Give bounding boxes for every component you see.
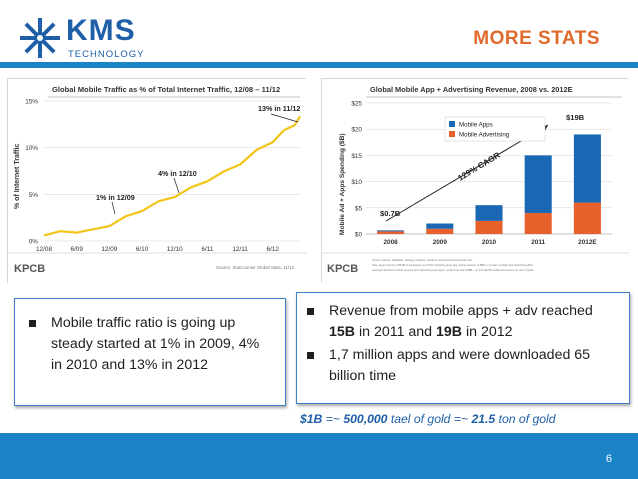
right-x-tick-label: 2009	[433, 239, 448, 246]
right-chart-source-1: Source: Gartner, eMarketer, Strategy Ana…	[372, 258, 473, 262]
bar-apps-2010	[475, 205, 503, 221]
logo-sub-text: TECHNOLOGY	[68, 49, 145, 60]
bar-apps-2012E	[573, 134, 601, 203]
right-y-tick-label: $20	[351, 127, 362, 134]
revenue-2012-value: 19B	[436, 324, 463, 340]
annotation-4-percent: 4% in 12/10	[158, 169, 197, 178]
apps-bullet-text: 1,7 million apps and were downloaded 65 …	[329, 347, 591, 384]
revenue-bullet-post: in 2012	[462, 324, 513, 340]
traffic-bullet-text: Mobile traffic ratio is going up steady …	[51, 315, 260, 373]
bar-advertising-2008	[377, 231, 405, 234]
left-x-tick-label: 6/10	[136, 246, 149, 253]
left-kpcb-brand: KPCB	[14, 263, 45, 275]
mobile-traffic-chart-svg: Global Mobile Traffic as % of Total Inte…	[8, 79, 307, 284]
left-y-tick-label: 5%	[29, 192, 39, 199]
left-x-tick-label: 12/10	[167, 246, 183, 253]
app-ad-revenue-chart: Global Mobile App + Advertising Revenue,…	[321, 78, 629, 284]
bar-advertising-2012E	[573, 202, 601, 234]
logo-brand-text: KMS	[66, 14, 136, 47]
gold-note-tael: 500,000	[343, 412, 388, 426]
gold-note-sep2: tael of gold =~	[387, 412, 472, 426]
left-x-tick-label: 12/09	[101, 246, 117, 253]
right-kpcb-brand: KPCB	[327, 263, 358, 275]
last-bar-label: $19B	[566, 113, 585, 122]
legend-label-apps: Mobile Apps	[459, 122, 493, 129]
right-y-tick-label: $10	[351, 179, 362, 186]
annotation-13-percent: 13% in 11/12	[258, 104, 300, 113]
right-y-tick-label: $15	[351, 153, 362, 160]
left-chart-ylabel: % of Internet Traffic	[14, 144, 21, 209]
traffic-summary-box: Mobile traffic ratio is going up steady …	[14, 298, 286, 406]
bar-apps-2009	[426, 223, 454, 229]
revenue-bullet: Revenue from mobile apps + adv reached 1…	[305, 301, 621, 343]
revenue-2011-value: 15B	[329, 324, 356, 340]
footer-bar: 6	[0, 433, 638, 479]
bar-apps-2008	[377, 230, 405, 232]
revenue-summary-box: Revenue from mobile apps + adv reached 1…	[296, 292, 630, 404]
right-chart-title: Global Mobile App + Advertising Revenue,…	[370, 85, 573, 94]
traffic-series-line	[43, 115, 301, 237]
left-chart-title: Global Mobile Traffic as % of Total Inte…	[52, 85, 280, 94]
right-x-tick-label: 2012E	[578, 239, 597, 246]
bar-advertising-2009	[426, 228, 454, 234]
left-chart-x-ticks: 12/08 6/09 12/09 6/10 12/10 6/11 12/11 6/12	[36, 246, 279, 253]
bullet-square-icon	[29, 320, 36, 327]
app-ad-revenue-chart-svg: Global Mobile App + Advertising Revenue,…	[322, 79, 629, 284]
right-y-tick-label: $5	[355, 205, 363, 212]
title-divider	[0, 62, 638, 68]
gold-note-sep1: =~	[322, 412, 344, 426]
left-y-tick-label: 15%	[25, 99, 38, 106]
bullet-square-icon	[307, 308, 314, 315]
right-x-tick-label: 2008	[383, 239, 398, 246]
mobile-traffic-chart: Global Mobile Traffic as % of Total Inte…	[7, 78, 307, 284]
left-x-tick-label: 6/09	[70, 246, 83, 253]
page-number: 6	[605, 453, 612, 465]
left-y-tick-label: 0%	[29, 239, 39, 246]
bar-advertising-2011	[524, 213, 552, 234]
revenue-bullet-pre: Revenue from mobile apps + adv reached	[329, 303, 593, 319]
annotation-1-percent: 1% in 12/09	[96, 193, 135, 202]
gold-note-tail: ton of gold	[495, 412, 556, 426]
legend-swatch-advertising	[449, 131, 455, 137]
right-chart-x-ticks: 2008 2009 2010 2011 2012E	[383, 239, 597, 246]
bar-apps-2011	[524, 155, 552, 214]
left-chart-grid	[44, 100, 300, 242]
left-x-tick-label: 12/11	[232, 246, 248, 253]
left-y-tick-label: 10%	[25, 145, 38, 152]
gold-conversion-note: $1B =~ 500,000 tael of gold =~ 21.5 ton …	[300, 412, 556, 426]
slide-title: MORE STATS	[473, 28, 600, 49]
apps-bullet: 1,7 million apps and were downloaded 65 …	[305, 345, 621, 387]
right-y-tick-label: $25	[351, 101, 362, 108]
left-x-tick-label: 6/11	[201, 246, 213, 253]
right-chart-y-ticks: $0 $5 $10 $15 $20 $25	[351, 101, 362, 239]
right-chart-bars	[377, 134, 601, 234]
right-x-tick-label: 2011	[531, 239, 545, 246]
legend-label-advertising: Mobile Advertising	[459, 132, 510, 139]
first-bar-label: $0.7B	[380, 209, 401, 218]
right-x-tick-label: 2010	[482, 239, 497, 246]
left-chart-y-ticks: 0% 5% 10% 15%	[25, 99, 38, 246]
company-logo: KMS TECHNOLOGY	[18, 14, 168, 66]
right-y-tick-label: $0	[355, 232, 363, 239]
right-chart-legend: Mobile Apps Mobile Advertising	[444, 116, 546, 142]
gold-note-amount: $1B	[300, 412, 323, 426]
bullet-square-icon	[307, 352, 314, 359]
bar-advertising-2010	[475, 220, 503, 234]
traffic-bullet: Mobile traffic ratio is going up steady …	[27, 313, 273, 376]
left-chart-source: Source: StatCounter Global Stats, 11/12.	[216, 265, 295, 270]
right-chart-source-3: earnings call that its mobile revenue fr…	[372, 268, 535, 272]
gold-note-ton: 21.5	[471, 412, 496, 426]
left-x-tick-label: 6/12	[267, 246, 280, 253]
left-x-tick-label: 12/08	[36, 246, 52, 253]
revenue-bullet-mid: in 2011 and	[355, 324, 437, 340]
right-chart-source-2: Note: Apps revenue of $6.0B to developer…	[372, 263, 534, 267]
logo-snowflake-icon	[20, 18, 60, 58]
right-chart-ylabel: Mobile Ad + Apps Spending ($B)	[339, 133, 346, 235]
legend-swatch-apps	[449, 121, 455, 127]
